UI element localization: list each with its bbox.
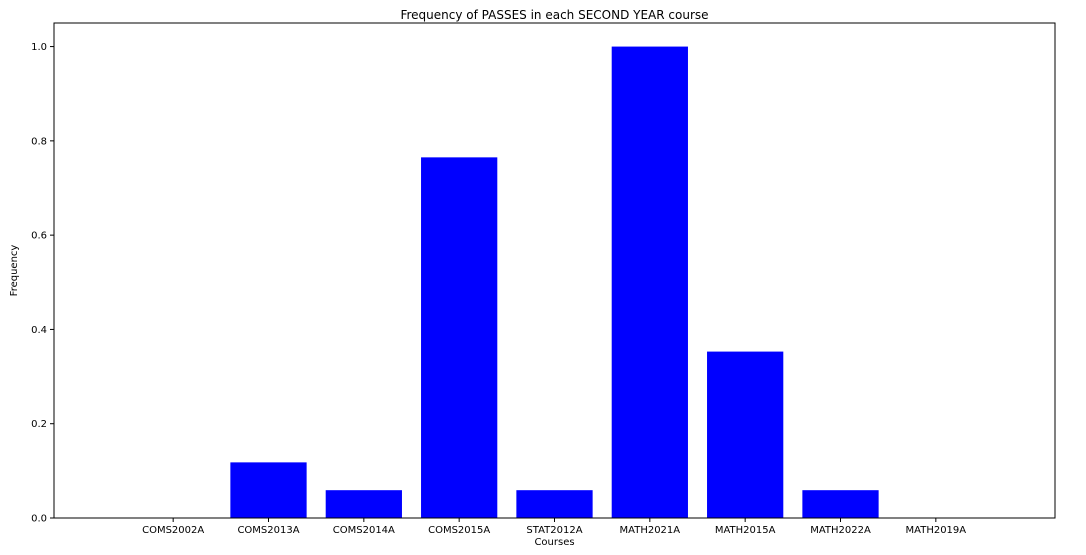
bar-math2015a (707, 351, 784, 518)
bar-coms2014a (325, 490, 402, 518)
x-tick-label-math2015a: MATH2015A (715, 525, 776, 536)
bar-math2021a (611, 46, 688, 518)
bar-coms2013a (230, 462, 307, 518)
bar-math2022a (802, 490, 879, 518)
x-tick-label-math2021a: MATH2021A (620, 525, 681, 536)
x-tick-label-stat2012a: STAT2012A (526, 525, 582, 536)
bar-coms2015a (421, 157, 498, 518)
bar-stat2012a (516, 490, 593, 518)
x-tick-label-coms2013a: COMS2013A (237, 525, 299, 536)
y-tick-label: 0.6 (31, 231, 47, 242)
y-tick-label: 0.0 (31, 514, 47, 525)
x-tick-label-coms2015a: COMS2015A (428, 525, 490, 536)
chart-title: Frequency of PASSES in each SECOND YEAR … (400, 8, 708, 22)
y-axis-label: Frequency (9, 245, 20, 297)
x-tick-label-coms2014a: COMS2014A (333, 525, 395, 536)
plot-frame (53, 22, 1056, 519)
x-tick-label-coms2002a: COMS2002A (142, 525, 204, 536)
y-axis: 0.0 0.2 0.4 0.6 0.8 1.0 (31, 42, 54, 525)
x-tick-label-math2019a: MATH2019A (906, 525, 967, 536)
x-tick-label-math2022a: MATH2022A (810, 525, 871, 536)
y-tick-label: 0.2 (31, 419, 47, 430)
bars-group (230, 46, 879, 518)
y-tick-label: 0.4 (31, 325, 47, 336)
x-axis-label: Courses (534, 537, 574, 548)
y-tick-label: 1.0 (31, 42, 47, 53)
x-axis: COMS2002A COMS2013A COMS2014A COMS2015A STAT… (142, 518, 966, 536)
y-tick-label: 0.8 (31, 136, 47, 147)
